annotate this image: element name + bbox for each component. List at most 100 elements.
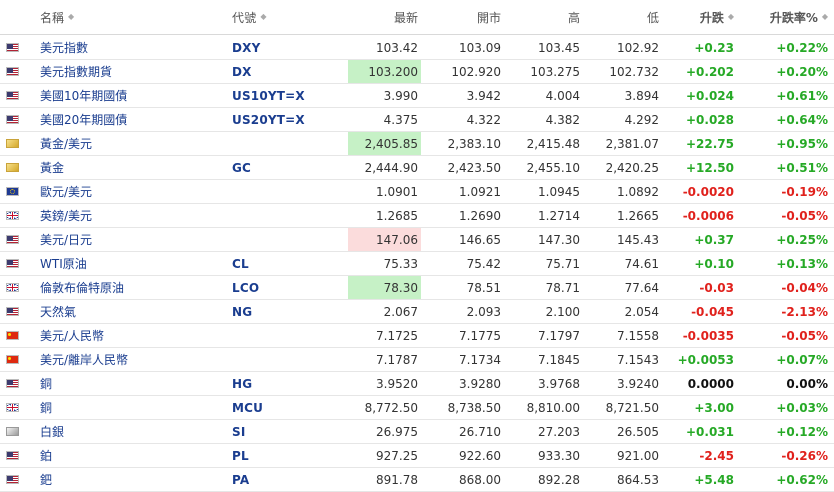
flag-cell — [6, 204, 30, 227]
change-percent: +0.95% — [776, 136, 828, 151]
low-price: 4.292 — [624, 112, 659, 127]
instrument-name[interactable]: 美國20年期國債 — [40, 113, 128, 127]
table-row[interactable]: 美國10年期國債 US10YT=X 3.990 3.942 4.004 3.894 +0.0… — [0, 84, 834, 108]
instrument-code[interactable]: LCO — [232, 280, 260, 295]
table-row[interactable]: 倫敦布倫特原油 LCO 78.30 78.51 78.71 77.64 -0.03 -0.04… — [0, 276, 834, 300]
table-row[interactable]: 黃金 GC 2,444.90 2,423.50 2,455.10 2,420.25 +12.… — [0, 156, 834, 180]
instrument-code[interactable] — [232, 132, 342, 155]
header-name[interactable]: 名稱 ◆ — [40, 0, 225, 34]
us-flag-icon — [6, 451, 19, 460]
table-row[interactable]: WTI原油 CL 75.33 75.42 75.71 74.61 +0.10 +0.13% — [0, 252, 834, 276]
instrument-code[interactable]: HG — [232, 376, 253, 391]
table-row[interactable]: 黃金/美元 2,405.85 2,383.10 2,415.48 2,381.07 +22… — [0, 132, 834, 156]
instrument-name[interactable]: 倫敦布倫特原油 — [40, 281, 125, 295]
instrument-code[interactable] — [232, 348, 342, 371]
instrument-code[interactable] — [232, 324, 342, 347]
instrument-code[interactable] — [232, 180, 342, 203]
last-price: 103.200 — [348, 60, 421, 83]
last-price: 75.33 — [383, 256, 418, 271]
instrument-code[interactable]: SI — [232, 424, 246, 439]
open-price: 4.322 — [466, 112, 501, 127]
instrument-code[interactable]: GC — [232, 160, 252, 175]
instrument-code[interactable]: US20YT=X — [232, 112, 305, 127]
header-code-label: 代號 — [232, 10, 257, 25]
table-row[interactable]: 美元/離岸人民幣 7.1787 7.1734 7.1845 7.1543 +0.0053 +… — [0, 348, 834, 372]
high-price: 7.1797 — [538, 328, 580, 343]
instrument-name[interactable]: 美元指數 — [40, 41, 89, 55]
low-price: 2.054 — [624, 304, 659, 319]
flag-cell — [6, 468, 30, 491]
header-code[interactable]: 代號 ◆ — [232, 0, 342, 34]
table-row[interactable]: 天然氣 NG 2.067 2.093 2.100 2.054 -0.045 -2.13% — [0, 300, 834, 324]
table-row[interactable]: 鈀 PA 891.78 868.00 892.28 864.53 +5.48 +0.62% — [0, 468, 834, 492]
instrument-name[interactable]: 美元/離岸人民幣 — [40, 353, 129, 367]
low-price: 2,420.25 — [605, 160, 659, 175]
low-price: 3.894 — [624, 88, 659, 103]
header-last-label: 最新 — [393, 10, 418, 25]
instrument-name[interactable]: 美元/日元 — [40, 233, 93, 247]
open-price: 2,423.50 — [447, 160, 501, 175]
change-value: +22.75 — [685, 136, 734, 151]
instrument-name[interactable]: 銅 — [40, 401, 53, 415]
flag-cell — [6, 444, 30, 467]
sort-icon[interactable]: ◆ — [727, 12, 734, 21]
table-row[interactable]: 美元/日元 147.06 146.65 147.30 145.43 +0.37 +0.25% — [0, 228, 834, 252]
sort-icon[interactable]: ◆ — [68, 12, 75, 21]
table-row[interactable]: 鉑 PL 927.25 922.60 933.30 921.00 -2.45 -0.26% — [0, 444, 834, 468]
table-row[interactable]: 白銀 SI 26.975 26.710 27.203 26.505 +0.031 +0.12% — [0, 420, 834, 444]
flag-cell — [6, 156, 30, 179]
header-last[interactable]: 最新 — [348, 0, 421, 34]
instrument-name[interactable]: 白銀 — [40, 425, 65, 439]
table-row[interactable]: 美元指數 DXY 103.42 103.09 103.45 102.92 +0.23 +0.2… — [0, 36, 834, 60]
instrument-name[interactable]: 鉑 — [40, 449, 53, 463]
header-high[interactable]: 高 — [507, 0, 580, 34]
high-price: 4.382 — [545, 112, 580, 127]
instrument-code[interactable] — [232, 204, 342, 227]
change-value: +0.024 — [685, 88, 734, 103]
header-change-pct[interactable]: 升跌率% ◆ — [740, 0, 828, 34]
flag-cell — [6, 228, 30, 251]
instrument-code[interactable]: PL — [232, 448, 249, 463]
instrument-name[interactable]: WTI原油 — [40, 257, 87, 271]
table-row[interactable]: 歐元/美元 1.0901 1.0921 1.0945 1.0892 -0.0020 -0.1… — [0, 180, 834, 204]
instrument-code[interactable]: DX — [232, 64, 252, 79]
flag-cell — [6, 60, 30, 83]
change-value: +0.031 — [685, 424, 734, 439]
instrument-name[interactable]: 美國10年期國債 — [40, 89, 128, 103]
flag-cell — [6, 180, 30, 203]
instrument-code[interactable] — [232, 228, 342, 251]
sort-icon[interactable]: ◆ — [821, 12, 828, 21]
instrument-code[interactable]: PA — [232, 472, 250, 487]
last-price: 7.1725 — [376, 328, 418, 343]
instrument-name[interactable]: 英鎊/美元 — [40, 209, 93, 223]
high-price: 2,455.10 — [526, 160, 580, 175]
instrument-name[interactable]: 鈀 — [40, 473, 53, 487]
instrument-code[interactable]: US10YT=X — [232, 88, 305, 103]
table-row[interactable]: 銅 HG 3.9520 3.9280 3.9768 3.9240 0.0000 0.00% — [0, 372, 834, 396]
change-percent: -0.05% — [781, 208, 828, 223]
header-low[interactable]: 低 — [586, 0, 659, 34]
table-row[interactable]: 美元指數期貨 DX 103.200 102.920 103.275 102.732 +0.2… — [0, 60, 834, 84]
table-row[interactable]: 美國20年期國債 US20YT=X 4.375 4.322 4.382 4.292 +0.0… — [0, 108, 834, 132]
instrument-code[interactable]: NG — [232, 304, 253, 319]
instrument-name[interactable]: 美元指數期貨 — [40, 65, 113, 79]
table-row[interactable]: 英鎊/美元 1.2685 1.2690 1.2714 1.2665 -0.0006 -0.0… — [0, 204, 834, 228]
low-price: 102.732 — [609, 64, 659, 79]
change-value: -0.0020 — [682, 184, 734, 199]
instrument-code[interactable]: MCU — [232, 400, 264, 415]
sort-icon[interactable]: ◆ — [260, 12, 267, 21]
instrument-name[interactable]: 歐元/美元 — [40, 185, 93, 199]
header-open[interactable]: 開市 — [428, 0, 501, 34]
instrument-name[interactable]: 天然氣 — [40, 305, 77, 319]
table-row[interactable]: 銅 MCU 8,772.50 8,738.50 8,810.00 8,721.50 +3.0… — [0, 396, 834, 420]
instrument-name[interactable]: 銅 — [40, 377, 53, 391]
header-change[interactable]: 升跌 ◆ — [664, 0, 734, 34]
instrument-code[interactable]: DXY — [232, 40, 261, 55]
open-price: 2.093 — [466, 304, 501, 319]
instrument-code[interactable]: CL — [232, 256, 249, 271]
table-row[interactable]: 美元/人民幣 7.1725 7.1775 7.1797 7.1558 -0.0035 -0.… — [0, 324, 834, 348]
instrument-name[interactable]: 美元/人民幣 — [40, 329, 105, 343]
instrument-name[interactable]: 黃金 — [40, 161, 65, 175]
instrument-name[interactable]: 黃金/美元 — [40, 137, 93, 151]
